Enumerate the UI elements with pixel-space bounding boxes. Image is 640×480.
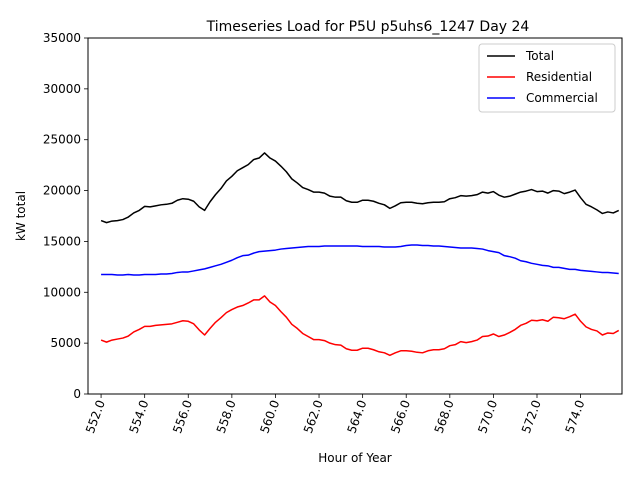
y-tick-label: 35000 [43, 31, 81, 45]
legend-label-total: Total [525, 49, 554, 63]
plot-frame [87, 37, 623, 395]
legend-label-residential: Residential [526, 70, 592, 84]
y-tick-label: 25000 [43, 133, 81, 147]
y-tick-label: 0 [73, 387, 81, 401]
y-axis: 0 5000 10000 15000 20000 25000 30000 35000 [43, 31, 88, 401]
y-tick-label: 5000 [50, 336, 81, 350]
plot-area [87, 37, 623, 395]
x-axis-label: Hour of Year [318, 451, 392, 465]
y-tick-label: 20000 [43, 184, 81, 198]
series-line-commercial [101, 244, 619, 276]
legend-box [478, 43, 616, 113]
legend-label-commercial: Commercial [526, 91, 598, 105]
y-tick-label: 30000 [43, 82, 81, 96]
y-axis-label: kW total [14, 191, 28, 241]
series-line-total [100, 152, 620, 224]
chart-title: Timeseries Load for P5U p5uhs6_1247 Day … [206, 19, 530, 35]
series-layer [100, 152, 620, 357]
y-tick-label: 15000 [43, 234, 81, 248]
legend: Total Residential Commercial [478, 43, 616, 113]
series-line-residential [100, 295, 620, 357]
y-tick-label: 10000 [43, 285, 81, 299]
